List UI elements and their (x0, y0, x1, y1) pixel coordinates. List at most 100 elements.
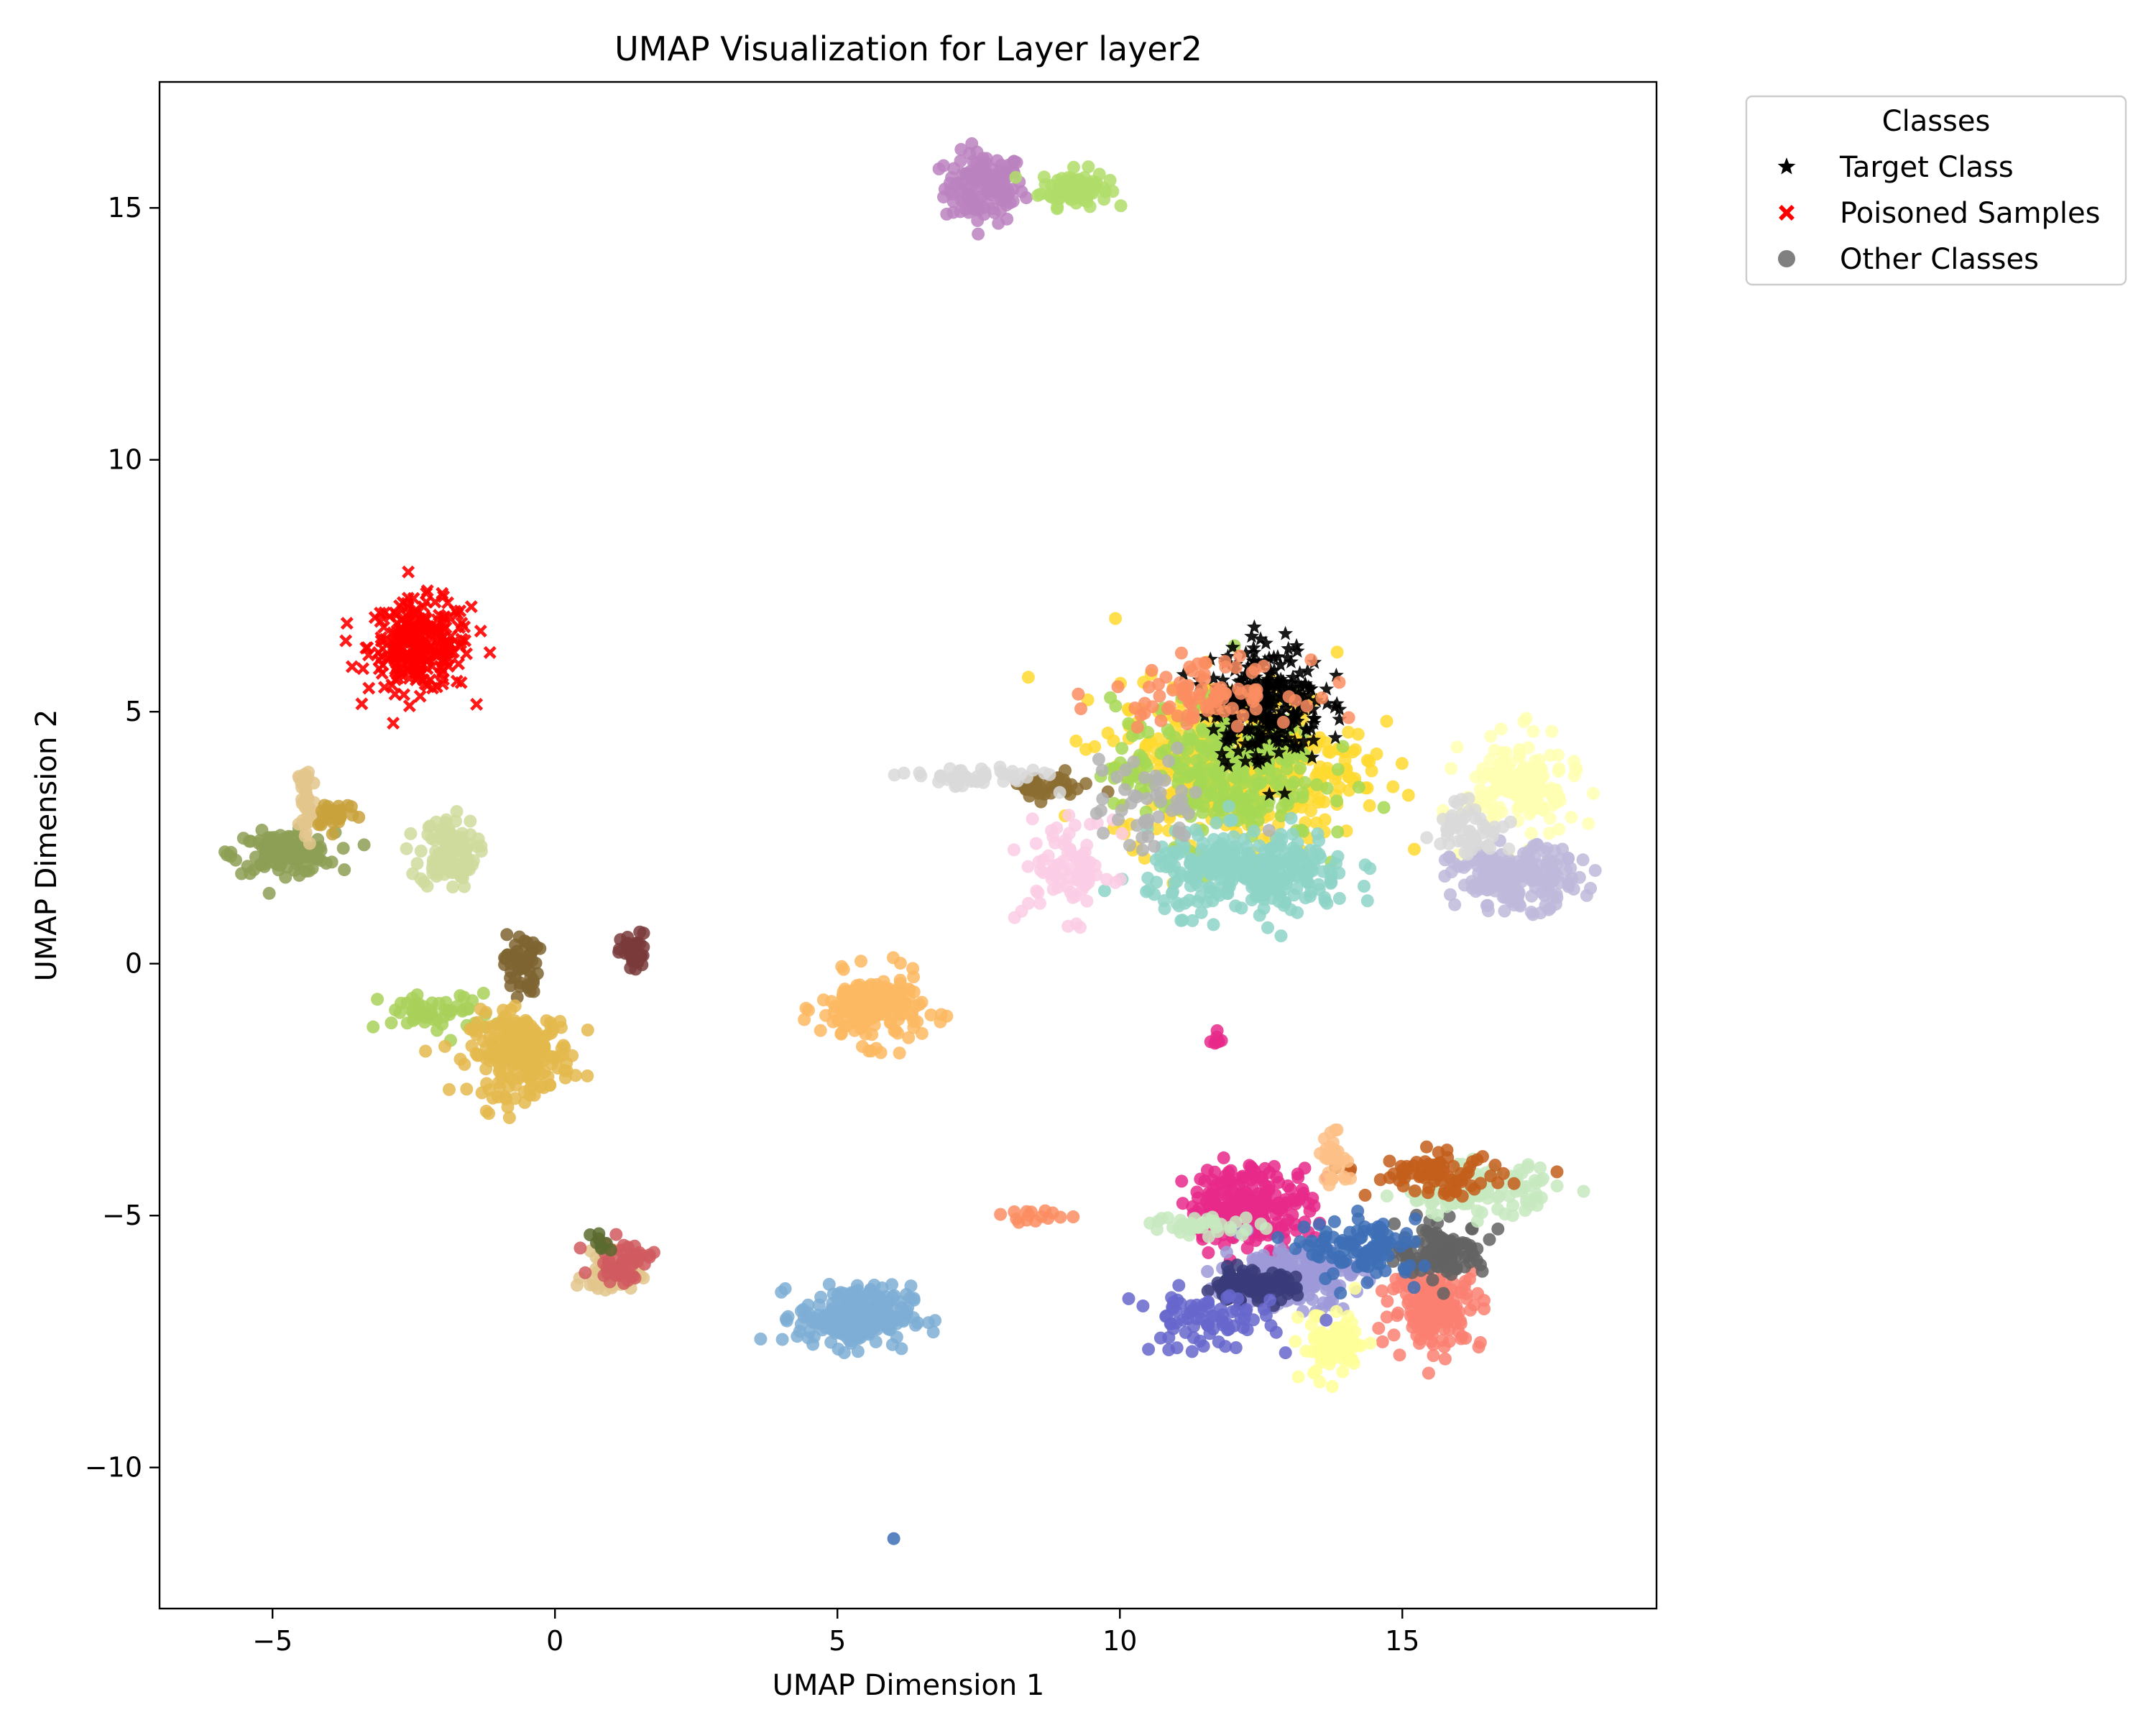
data-point (1312, 1218, 1326, 1231)
data-point (1202, 1246, 1215, 1259)
data-point (305, 850, 318, 863)
data-point (1297, 1220, 1311, 1234)
data-point (458, 880, 471, 893)
data-point (1460, 1287, 1473, 1300)
data-point (1543, 811, 1557, 825)
data-point (633, 925, 647, 939)
data-point (1418, 1259, 1431, 1273)
poisoned-point (451, 607, 464, 621)
data-point (1534, 1161, 1547, 1174)
data-point (885, 1338, 899, 1351)
data-point (486, 1091, 499, 1105)
data-point (1208, 1165, 1222, 1179)
data-point (798, 1013, 811, 1026)
data-point (1462, 792, 1475, 805)
data-point (482, 1107, 496, 1121)
target-point (1319, 681, 1335, 696)
target-point (1220, 732, 1235, 747)
data-point (1513, 799, 1526, 813)
data-point (1377, 801, 1391, 814)
data-point (1317, 1328, 1330, 1340)
data-point (1564, 861, 1577, 875)
data-point (1244, 858, 1258, 872)
data-point (1337, 1243, 1351, 1257)
target-point (1206, 722, 1222, 737)
target-point (1281, 640, 1296, 656)
data-point (1506, 870, 1520, 883)
data-point (1109, 612, 1123, 625)
data-point (1201, 1284, 1215, 1298)
data-point (443, 1082, 456, 1096)
data-point (1140, 792, 1153, 806)
data-point (515, 962, 529, 975)
data-point (1201, 1265, 1215, 1278)
data-point (1415, 1159, 1429, 1173)
data-point (1525, 889, 1539, 903)
data-point (1584, 881, 1598, 895)
target-point (1251, 735, 1267, 750)
target-point (1297, 676, 1313, 691)
data-point (1245, 1264, 1259, 1277)
data-point (529, 1064, 543, 1078)
poisoned-point (355, 697, 369, 711)
poisoned-point (421, 653, 435, 666)
data-point (554, 1021, 568, 1034)
data-point (831, 1293, 844, 1307)
data-point (1007, 843, 1021, 857)
data-point (1325, 875, 1338, 889)
data-point (1080, 894, 1094, 908)
data-point (849, 1321, 862, 1335)
data-point (1052, 180, 1066, 193)
data-point (1082, 160, 1095, 174)
target-point (1289, 638, 1304, 653)
data-point (268, 849, 282, 862)
data-point (1189, 786, 1202, 799)
data-point (1460, 858, 1473, 872)
target-point (1261, 650, 1277, 665)
target-point (1246, 644, 1262, 659)
target-point (1215, 672, 1231, 687)
data-point (911, 1015, 924, 1029)
data-point (1469, 885, 1483, 898)
data-point (301, 811, 315, 824)
data-point (508, 1092, 522, 1105)
data-point (822, 1277, 836, 1291)
data-point (1269, 1325, 1283, 1339)
data-point (1177, 829, 1191, 842)
data-point (1128, 789, 1141, 803)
data-point (1294, 1235, 1307, 1248)
data-point (1287, 751, 1301, 764)
data-point (965, 137, 979, 150)
data-point (1253, 908, 1266, 922)
data-point (465, 1039, 479, 1053)
data-point (440, 1003, 453, 1017)
data-point (1161, 702, 1174, 716)
poisoned-point (452, 657, 466, 671)
data-point (419, 1044, 433, 1058)
data-point (1475, 827, 1489, 840)
data-point (1172, 800, 1185, 813)
data-point (1232, 682, 1245, 696)
poisoned-point (391, 671, 405, 685)
data-point (1300, 699, 1314, 713)
target-point (1232, 696, 1248, 712)
data-point (1202, 881, 1215, 895)
data-point (1401, 788, 1415, 802)
data-point (1546, 799, 1560, 812)
data-point (1588, 864, 1602, 878)
data-point (1209, 1178, 1222, 1192)
data-point (503, 1071, 517, 1085)
data-point (1217, 1151, 1230, 1164)
data-point (874, 1046, 888, 1059)
data-point (1097, 827, 1110, 840)
data-point (292, 817, 305, 831)
data-point (1163, 727, 1176, 740)
data-point (1524, 827, 1538, 840)
cluster-20 (1098, 799, 1377, 943)
data-point (1245, 1279, 1259, 1292)
data-point (1194, 767, 1207, 781)
data-point (883, 1294, 896, 1308)
data-point (794, 1317, 808, 1331)
data-point (1353, 1232, 1367, 1245)
data-point (1259, 1202, 1273, 1215)
